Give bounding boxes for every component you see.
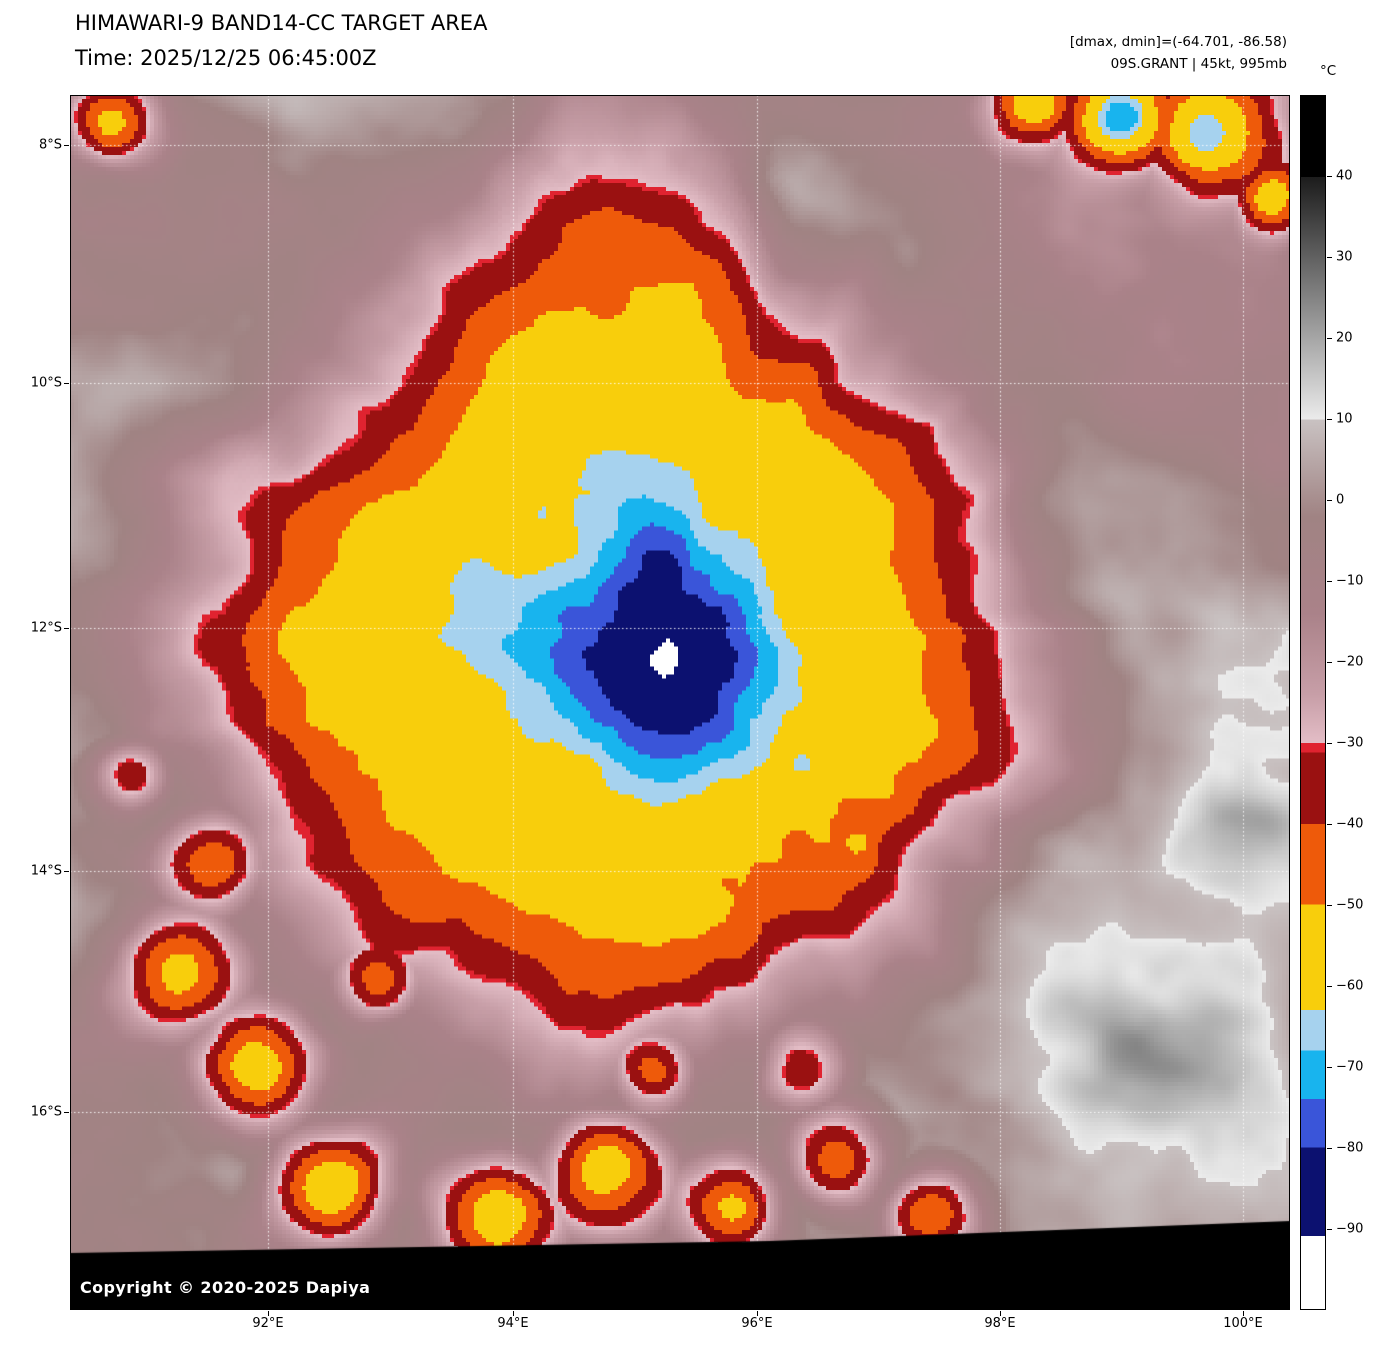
y-axis-tick-mark — [64, 145, 69, 146]
y-axis-tick-label: 16°S — [30, 1104, 62, 1120]
copyright-label: Copyright © 2020-2025 Dapiya — [80, 1278, 371, 1297]
colorbar-tick-label: −70 — [1336, 1059, 1364, 1075]
y-axis-tick-mark — [64, 628, 69, 629]
colorbar-tick-label: 0 — [1336, 492, 1345, 508]
map-plot-area: Copyright © 2020-2025 Dapiya — [70, 95, 1290, 1310]
colorbar-tick-mark — [1327, 986, 1332, 987]
colorbar-tick-mark — [1327, 905, 1332, 906]
colorbar-tick-label: −90 — [1336, 1221, 1364, 1237]
dmax-dmin-readout: [dmax, dmin]=(-64.701, -86.58) — [1069, 34, 1287, 50]
colorbar-tick-label: 20 — [1336, 330, 1353, 346]
colorbar-tick-label: 10 — [1336, 411, 1353, 427]
colorbar — [1300, 95, 1326, 1310]
figure-time: Time: 2025/12/25 06:45:00Z — [75, 46, 377, 70]
colorbar-tick-mark — [1327, 1229, 1332, 1230]
colorbar-tick-mark — [1327, 419, 1332, 420]
y-axis-tick-mark — [64, 871, 69, 872]
x-axis-tick-label: 92°E — [252, 1316, 284, 1331]
graticule-overlay-canvas — [70, 95, 1290, 1310]
y-axis-tick-label: 10°S — [30, 375, 62, 391]
colorbar-tick-mark — [1327, 176, 1332, 177]
y-axis-tick-label: 12°S — [30, 620, 62, 636]
y-axis-tick-mark — [64, 383, 69, 384]
x-axis-tick-mark — [1243, 1311, 1244, 1316]
colorbar-tick-mark — [1327, 500, 1332, 501]
colorbar-tick-label: −60 — [1336, 978, 1364, 994]
colorbar-tick-mark — [1327, 1148, 1332, 1149]
x-axis-tick-label: 100°E — [1223, 1316, 1263, 1331]
x-axis-tick-label: 98°E — [984, 1316, 1016, 1331]
colorbar-tick-label: 30 — [1336, 249, 1353, 265]
x-axis-tick-mark — [268, 1311, 269, 1316]
colorbar-tick-label: −10 — [1336, 573, 1364, 589]
x-axis-tick-label: 94°E — [497, 1316, 529, 1331]
colorbar-tick-label: −40 — [1336, 816, 1364, 832]
x-axis-tick-mark — [757, 1311, 758, 1316]
y-axis-tick-label: 8°S — [38, 137, 62, 153]
colorbar-tick-label: −50 — [1336, 897, 1364, 913]
x-axis-tick-mark — [513, 1311, 514, 1316]
y-axis-tick-label: 14°S — [30, 863, 62, 879]
colorbar-tick-mark — [1327, 581, 1332, 582]
colorbar-unit-label: °C — [1320, 63, 1337, 79]
colorbar-tick-label: −80 — [1336, 1140, 1364, 1156]
header-right-block: [dmax, dmin]=(-64.701, -86.58) 09S.GRANT… — [1070, 31, 1287, 75]
colorbar-tick-mark — [1327, 257, 1332, 258]
y-axis-tick-mark — [64, 1112, 69, 1113]
colorbar-tick-label: −20 — [1336, 654, 1364, 670]
colorbar-tick-mark — [1327, 338, 1332, 339]
colorbar-tick-mark — [1327, 662, 1332, 663]
colorbar-tick-label: 40 — [1336, 168, 1353, 184]
colorbar-tick-label: −30 — [1336, 735, 1364, 751]
colorbar-tick-mark — [1327, 743, 1332, 744]
colorbar-tick-mark — [1327, 824, 1332, 825]
x-axis-tick-label: 96°E — [741, 1316, 773, 1331]
figure-title: HIMAWARI-9 BAND14-CC TARGET AREA — [75, 11, 488, 35]
x-axis-tick-mark — [1000, 1311, 1001, 1316]
storm-info: 09S.GRANT | 45kt, 995mb — [1110, 56, 1287, 72]
colorbar-tick-mark — [1327, 1067, 1332, 1068]
